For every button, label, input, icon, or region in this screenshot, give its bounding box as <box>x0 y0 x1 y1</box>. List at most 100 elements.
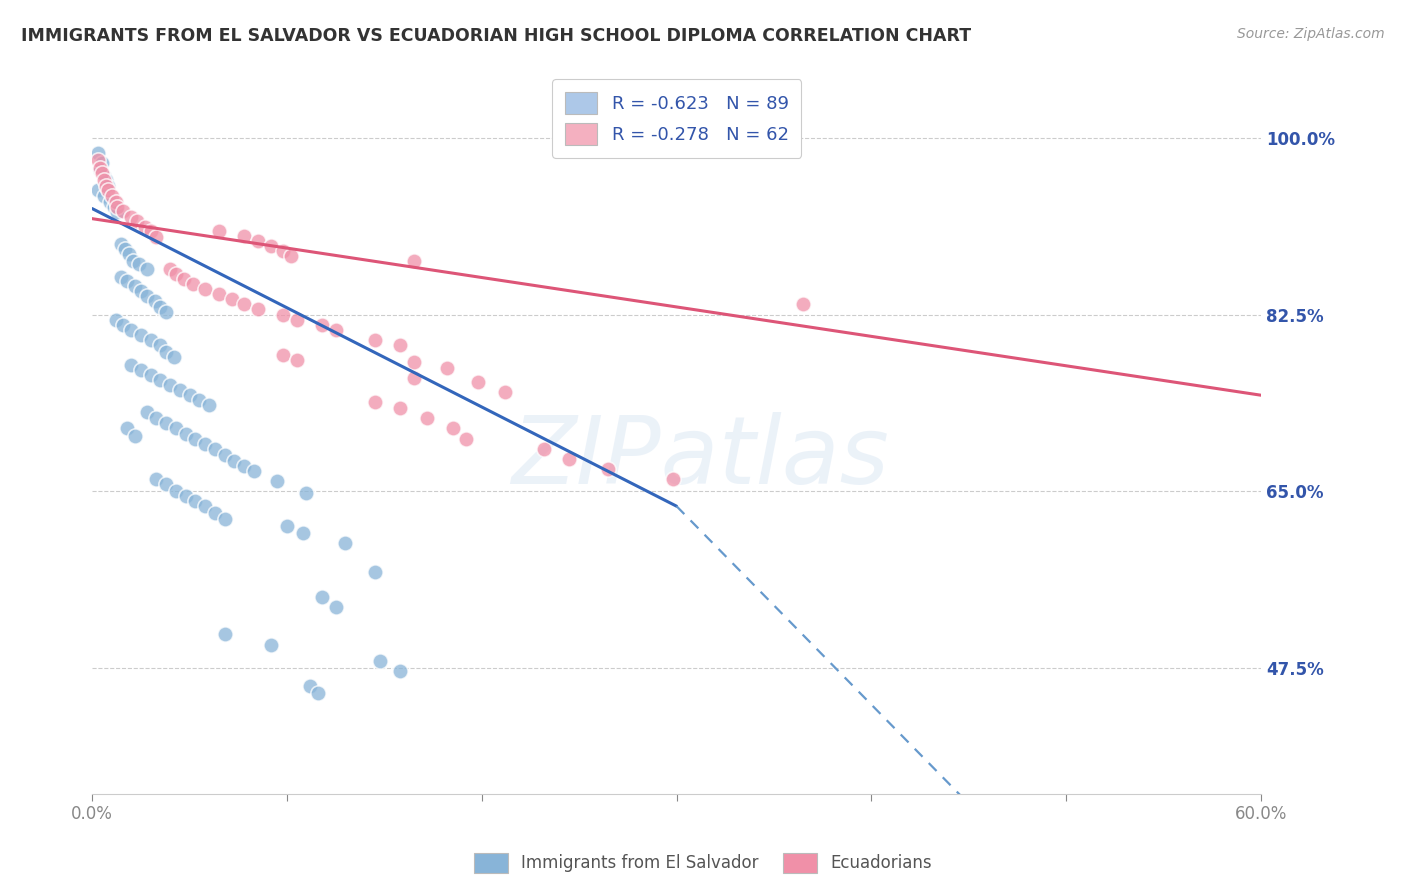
Point <box>155 305 177 319</box>
Point <box>87 153 110 168</box>
Point <box>90 156 112 170</box>
Point <box>388 401 411 416</box>
Point <box>260 639 283 653</box>
Point <box>271 348 294 362</box>
Point <box>456 432 478 446</box>
Point <box>129 327 152 342</box>
Point <box>115 421 138 435</box>
Point <box>124 428 146 442</box>
Point <box>204 442 226 456</box>
Point <box>441 421 464 435</box>
Point <box>122 254 145 268</box>
Point <box>299 679 322 693</box>
Point <box>208 224 231 238</box>
Point <box>149 338 172 352</box>
Point <box>129 285 152 299</box>
Point <box>87 183 110 197</box>
Point <box>120 358 142 372</box>
Point <box>163 350 186 364</box>
Point <box>97 179 120 194</box>
Point <box>110 270 132 285</box>
Point <box>246 234 269 248</box>
Point <box>145 472 167 486</box>
Point <box>115 274 138 288</box>
Point <box>224 454 246 468</box>
Point <box>416 411 439 425</box>
Point <box>402 371 425 385</box>
Point <box>93 173 115 187</box>
Point <box>159 378 181 392</box>
Point <box>184 494 207 508</box>
Point <box>103 200 125 214</box>
Point <box>363 333 385 347</box>
Point <box>93 169 115 184</box>
Point <box>104 194 127 209</box>
Point <box>174 489 197 503</box>
Point <box>467 375 489 389</box>
Point <box>169 383 191 397</box>
Point <box>246 302 269 317</box>
Point <box>94 179 117 194</box>
Point <box>125 213 148 227</box>
Point <box>271 244 294 258</box>
Point <box>233 297 256 311</box>
Point <box>128 257 150 271</box>
Point <box>233 228 256 243</box>
Point <box>214 512 236 526</box>
Point <box>266 474 288 488</box>
Point <box>221 293 243 307</box>
Point <box>214 627 236 641</box>
Point <box>276 519 298 533</box>
Point <box>114 242 136 256</box>
Point <box>311 590 333 604</box>
Point <box>87 146 110 161</box>
Point <box>204 506 226 520</box>
Point <box>260 239 283 253</box>
Point <box>194 436 217 450</box>
Point <box>124 279 146 293</box>
Point <box>145 411 167 425</box>
Legend: R = -0.623   N = 89, R = -0.278   N = 62: R = -0.623 N = 89, R = -0.278 N = 62 <box>553 79 801 158</box>
Text: ZIPatlas: ZIPatlas <box>510 411 889 502</box>
Point <box>98 194 121 209</box>
Point <box>174 426 197 441</box>
Point <box>135 262 157 277</box>
Point <box>280 249 302 263</box>
Point <box>436 361 458 376</box>
Point <box>402 355 425 369</box>
Point <box>89 161 111 176</box>
Point <box>155 344 177 359</box>
Point <box>165 421 187 435</box>
Point <box>311 318 333 332</box>
Point <box>402 254 425 268</box>
Point <box>120 210 142 224</box>
Point <box>271 308 294 322</box>
Point <box>107 204 129 219</box>
Point <box>325 323 347 337</box>
Point <box>90 166 112 180</box>
Point <box>165 483 187 498</box>
Point <box>792 297 814 311</box>
Point <box>94 173 117 187</box>
Point <box>93 189 115 203</box>
Point <box>120 323 142 337</box>
Point <box>194 499 217 513</box>
Point <box>129 363 152 377</box>
Point <box>100 189 122 203</box>
Point <box>112 318 135 332</box>
Point <box>165 267 187 281</box>
Text: Source: ZipAtlas.com: Source: ZipAtlas.com <box>1237 27 1385 41</box>
Point <box>149 301 172 315</box>
Point <box>325 600 347 615</box>
Point <box>194 282 217 296</box>
Point <box>134 219 156 234</box>
Point <box>214 448 236 462</box>
Point <box>112 203 135 218</box>
Point <box>370 653 392 667</box>
Point <box>285 352 308 367</box>
Point <box>184 432 207 446</box>
Point <box>388 664 411 678</box>
Point <box>107 200 129 214</box>
Point <box>139 333 162 347</box>
Point <box>149 373 172 387</box>
